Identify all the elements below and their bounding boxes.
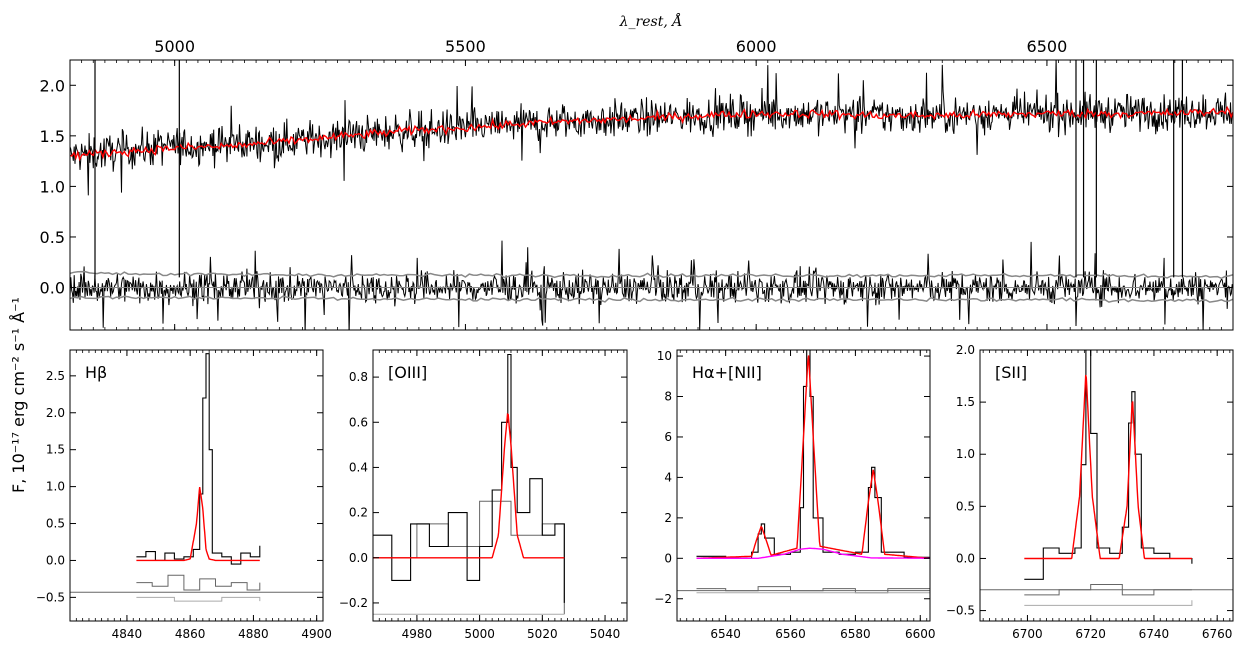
y-tick-label: 1.0: [40, 177, 65, 196]
y-tick-label: 0.6: [349, 415, 368, 429]
error-envelope-line: [70, 295, 1233, 303]
plot-area: [677, 350, 930, 594]
observed-spectrum-line: [70, 60, 1233, 196]
plot-area: [70, 60, 1233, 330]
y-tick-label: 0.5: [956, 499, 975, 513]
panel-label: Hβ: [85, 363, 107, 382]
x-tick-label: 6540: [710, 627, 741, 641]
full-spectrum-panel: 5000 5500 6000 6500 0.0 0.5 1.0 1.5 2.0: [40, 37, 1234, 331]
model-line: [696, 355, 930, 559]
axes-frame: [979, 349, 1234, 622]
axes-frame: [372, 349, 628, 622]
y-tick-label: 2.5: [46, 369, 65, 383]
x-tick-label: 4980: [402, 627, 433, 641]
plot-area: [980, 350, 1233, 606]
model-line: [136, 487, 260, 562]
error-line: [1024, 600, 1193, 606]
top-x-axis-label: λ_rest, Å: [619, 12, 683, 30]
y-tick-label: 2: [664, 511, 672, 525]
error-line: [136, 596, 261, 602]
y-tick-label: −0.2: [339, 596, 368, 610]
panel-label: [SII]: [995, 363, 1027, 382]
x-tick-label: 6740: [1139, 627, 1170, 641]
x-tick-label: 5020: [527, 627, 558, 641]
x-tick-label: 6720: [1075, 627, 1106, 641]
y-tick-label: 1.0: [46, 480, 65, 494]
y-tick-label: 0.5: [46, 517, 65, 531]
y-tick-label: 0.0: [46, 553, 65, 567]
x-tick-label: 6500: [1027, 37, 1068, 56]
model-line: [1024, 374, 1192, 560]
x-tick-label: 4840: [112, 627, 143, 641]
y-tick-label: 10: [657, 349, 672, 363]
residual-line: [136, 574, 261, 591]
y-tick-label: 4: [664, 470, 672, 484]
residual-line: [696, 586, 930, 594]
panel-label: Hα+[NII]: [692, 363, 762, 382]
observed-line: [136, 353, 261, 565]
y-tick-label: 6: [664, 430, 672, 444]
x-tick-label: 6580: [840, 627, 871, 641]
y-tick-label: 0.2: [349, 506, 368, 520]
observed-line: [1024, 350, 1193, 580]
y-tick-label: 0.0: [40, 279, 65, 298]
broad-component-line: [696, 547, 930, 559]
y-tick-label: 0.0: [956, 551, 975, 565]
y-tick-label: 1.5: [40, 127, 65, 146]
plot-area: [70, 353, 323, 602]
observed-line: [696, 350, 930, 559]
y-axis-label: F, 10⁻¹⁷ erg cm⁻² s⁻¹ Å⁻¹: [9, 297, 28, 493]
hbeta-panel: 4840 4860 4880 4900 −0.5 0.0 0.5 1.0 1.5 2.0 2.5 Hβ: [36, 349, 332, 641]
y-tick-label: 1.0: [956, 447, 975, 461]
y-tick-label: −2: [654, 592, 672, 606]
sii-panel: 6700 6720 6740 6760 −0.5 0.0 0.5 1.0 1.5 2.0 [SII]: [946, 343, 1234, 641]
x-tick-label: 5040: [590, 627, 621, 641]
plot-area: [373, 353, 565, 615]
observed-line: [373, 353, 565, 603]
panel-label: [OIII]: [388, 363, 427, 382]
y-tick-label: −0.5: [36, 590, 65, 604]
x-tick-label: 4860: [175, 627, 206, 641]
model-line: [373, 413, 565, 559]
x-tick-label: 6560: [775, 627, 806, 641]
x-tick-label: 6600: [905, 627, 936, 641]
error-envelope-line: [70, 270, 1233, 280]
y-tick-label: 0.5: [40, 228, 65, 247]
residual-line: [70, 240, 1233, 330]
halpha-nii-panel: 6540 6560 6580 6600 −2 0 2 4 6 8 10 Hα+[NII]: [654, 349, 935, 641]
y-tick-label: 0: [664, 551, 672, 565]
error-line: [696, 592, 930, 594]
x-tick-label: 5000: [464, 627, 495, 641]
y-tick-label: 1.5: [46, 443, 65, 457]
axes-frame: [69, 349, 324, 622]
y-tick-label: 1.5: [956, 395, 975, 409]
y-tick-label: 0.8: [349, 370, 368, 384]
y-tick-label: 2.0: [40, 76, 65, 95]
x-tick-label: 6700: [1012, 627, 1043, 641]
x-tick-label: 4900: [301, 627, 332, 641]
y-tick-label: 8: [664, 390, 672, 404]
model-line: [70, 105, 1233, 162]
x-tick-label: 6000: [736, 37, 777, 56]
y-tick-label: 2.0: [956, 343, 975, 357]
residual-line: [1024, 584, 1192, 596]
x-tick-label: 4880: [238, 627, 269, 641]
x-tick-label: 6760: [1202, 627, 1233, 641]
y-tick-label: 2.0: [46, 406, 65, 420]
x-tick-label: 5000: [154, 37, 195, 56]
x-tick-label: 5500: [445, 37, 486, 56]
y-tick-label: 0.4: [349, 460, 368, 474]
y-tick-label: 0.0: [349, 551, 368, 565]
oiii-panel: 4980 5000 5020 5040 −0.2 0.0 0.2 0.4 0.6 0.8 [OIII…: [339, 349, 628, 641]
y-tick-label: −0.5: [946, 604, 975, 618]
